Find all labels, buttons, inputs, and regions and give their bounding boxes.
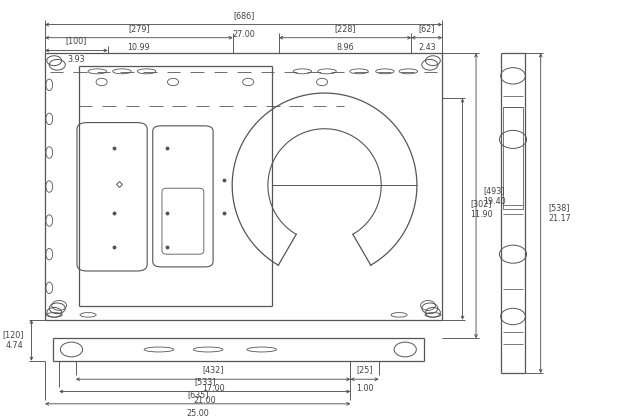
Text: [432]: [432]: [202, 365, 224, 374]
Text: [62]: [62]: [418, 24, 435, 33]
Text: [635]: [635]: [187, 390, 209, 399]
Text: [686]: [686]: [233, 11, 255, 20]
Text: [25]: [25]: [357, 365, 373, 374]
Text: 27.00: 27.00: [232, 30, 255, 38]
Text: [279]: [279]: [128, 24, 150, 33]
Text: 25.00: 25.00: [186, 409, 209, 418]
Text: 1.00: 1.00: [356, 384, 374, 393]
Text: 2.43: 2.43: [418, 43, 435, 52]
Text: [493]
19.40: [493] 19.40: [483, 186, 506, 206]
Text: 8.96: 8.96: [336, 43, 354, 52]
Text: [100]: [100]: [66, 36, 87, 46]
Text: [120]
4.74: [120] 4.74: [2, 330, 23, 350]
Text: 21.00: 21.00: [193, 396, 216, 405]
Text: 3.93: 3.93: [67, 55, 85, 64]
Text: [302]
11.90: [302] 11.90: [470, 199, 493, 219]
Text: 17.00: 17.00: [202, 384, 224, 393]
Text: [228]: [228]: [335, 24, 356, 33]
Text: 10.99: 10.99: [127, 43, 151, 52]
Text: [533]: [533]: [194, 377, 215, 387]
Text: [538]
21.17: [538] 21.17: [548, 203, 571, 223]
